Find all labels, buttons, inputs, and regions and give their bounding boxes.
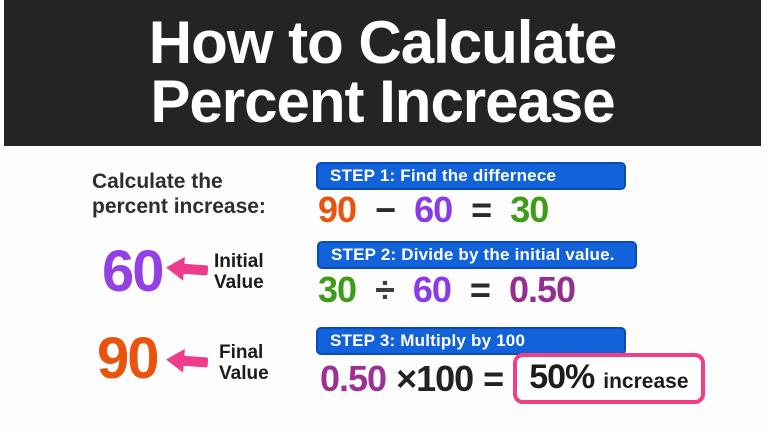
arrow-left-icon bbox=[165, 348, 209, 375]
initial-value-label: Initial Value bbox=[214, 251, 264, 294]
equals-operator: = bbox=[483, 357, 504, 399]
step-1-equation: 90 − 60 = 30 bbox=[318, 189, 549, 230]
result-label: increase bbox=[603, 370, 689, 393]
multiply-operator: ×100 bbox=[396, 357, 474, 399]
title-line-1: How to Calculate bbox=[148, 9, 617, 77]
step-2-banner: STEP 2: Divide by the initial value. bbox=[317, 241, 637, 269]
step-2-equation: 30 ÷ 60 = 0.50 bbox=[318, 269, 576, 310]
eq-part: 0.50 bbox=[508, 269, 576, 310]
equals-operator: = bbox=[469, 269, 491, 310]
eq-part: 0.50 bbox=[320, 357, 387, 399]
equals-operator: = bbox=[471, 189, 492, 230]
eq-part: 30 bbox=[318, 269, 357, 310]
result-value: 50% bbox=[529, 358, 595, 396]
final-value-number: 90 bbox=[97, 326, 159, 391]
step-1-banner: STEP 1: Find the differnece bbox=[316, 162, 626, 190]
eq-part: 30 bbox=[510, 189, 549, 230]
intro-text: Calculate the percent increase: bbox=[92, 170, 266, 218]
minus-operator: − bbox=[375, 189, 396, 230]
eq-part: 60 bbox=[412, 269, 452, 310]
final-value-label: Final Value bbox=[219, 342, 269, 385]
step-3-banner: STEP 3: Multiply by 100 bbox=[316, 327, 626, 355]
initial-value-number: 60 bbox=[102, 239, 164, 304]
step-3-result-box: 50% increase bbox=[513, 353, 705, 405]
step-3-equation: 0.50 ×100 = 50% increase bbox=[320, 353, 705, 405]
title-line-2: Percent Increase bbox=[150, 68, 615, 135]
eq-part: 90 bbox=[318, 189, 357, 230]
arrow-left-icon bbox=[165, 256, 209, 283]
eq-part: 60 bbox=[414, 189, 453, 230]
title-banner: How to Calculate Percent Increase bbox=[4, 0, 761, 146]
divide-operator: ÷ bbox=[375, 269, 395, 310]
